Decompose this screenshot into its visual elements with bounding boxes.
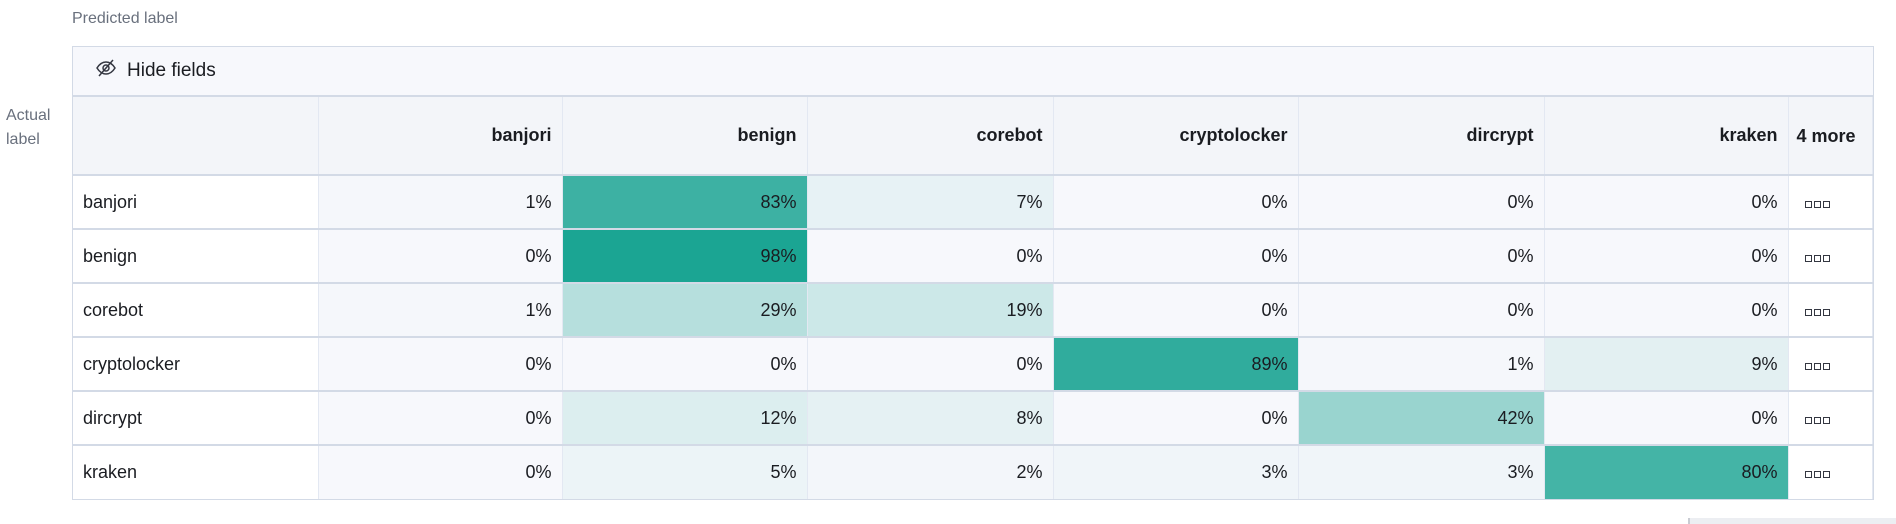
more-dots-icon [1804, 462, 1832, 482]
column-header[interactable]: corebot [807, 97, 1054, 176]
more-cell[interactable] [1788, 175, 1873, 230]
table-row: dircrypt 0% 12% 8% 0% 42% 0% [73, 391, 1873, 446]
row-label: kraken [73, 445, 319, 499]
matrix-cell[interactable]: 0% [1053, 175, 1299, 230]
matrix-cell[interactable]: 0% [1544, 283, 1789, 338]
grid-toolbar: Hide fields [73, 47, 1873, 97]
matrix-cell[interactable]: 8% [807, 391, 1054, 446]
matrix-cell[interactable]: 89% [1053, 337, 1299, 392]
more-cell[interactable] [1788, 283, 1873, 338]
column-header[interactable]: banjori [318, 97, 563, 176]
row-label: cryptolocker [73, 337, 319, 392]
more-dots-icon [1804, 246, 1832, 266]
matrix-cell[interactable]: 0% [1298, 175, 1545, 230]
eye-closed-icon [95, 57, 117, 85]
predicted-label-axis: Predicted label [72, 10, 178, 27]
matrix-cell[interactable]: 1% [318, 175, 563, 230]
matrix-cell[interactable]: 0% [562, 337, 808, 392]
matrix-cell[interactable]: 0% [318, 391, 563, 446]
corner-header [73, 97, 319, 176]
matrix-cell[interactable]: 1% [318, 283, 563, 338]
column-header[interactable]: kraken [1544, 97, 1789, 176]
matrix-cell[interactable]: 80% [1544, 445, 1789, 499]
matrix-cell[interactable]: 0% [1053, 229, 1299, 284]
matrix-table: banjori benign corebot cryptolocker dircrypt… [73, 97, 1873, 499]
matrix-cell[interactable]: 0% [1544, 175, 1789, 230]
more-cell[interactable] [1788, 445, 1873, 499]
row-label: dircrypt [73, 391, 319, 446]
table-row: corebot 1% 29% 19% 0% 0% 0% [73, 283, 1873, 338]
matrix-cell[interactable]: 19% [807, 283, 1054, 338]
matrix-cell[interactable]: 0% [1544, 391, 1789, 446]
row-label: benign [73, 229, 319, 284]
actual-label-axis: Actual label [6, 107, 51, 148]
matrix-cell[interactable]: 0% [1544, 229, 1789, 284]
matrix-cell[interactable]: 1% [1298, 337, 1545, 392]
more-dots-icon [1804, 408, 1832, 428]
more-cell[interactable] [1788, 391, 1873, 446]
table-row: banjori 1% 83% 7% 0% 0% 0% [73, 175, 1873, 230]
matrix-cell[interactable]: 0% [807, 337, 1054, 392]
matrix-cell[interactable]: 0% [807, 229, 1054, 284]
matrix-cell[interactable]: 12% [562, 391, 808, 446]
more-dots-icon [1804, 192, 1832, 212]
matrix-cell[interactable]: 5% [562, 445, 808, 499]
matrix-cell[interactable]: 0% [1298, 229, 1545, 284]
hide-fields-label: Hide fields [127, 60, 216, 81]
more-dots-icon [1804, 354, 1832, 374]
hide-fields-button[interactable]: Hide fields [95, 57, 216, 85]
more-dots-icon [1804, 300, 1832, 320]
row-label: corebot [73, 283, 319, 338]
matrix-cell[interactable]: 98% [562, 229, 808, 284]
matrix-cell[interactable]: 0% [318, 445, 563, 499]
matrix-cell[interactable]: 2% [807, 445, 1054, 499]
confusion-matrix-grid: Hide fields banjori benign corebot cryptolo… [72, 46, 1874, 500]
matrix-cell[interactable]: 0% [1053, 283, 1299, 338]
scrollbar-fragment [1688, 518, 1896, 524]
matrix-cell[interactable]: 0% [1298, 283, 1545, 338]
column-header[interactable]: dircrypt [1298, 97, 1545, 176]
more-cell[interactable] [1788, 337, 1873, 392]
matrix-cell[interactable]: 42% [1298, 391, 1545, 446]
more-cell[interactable] [1788, 229, 1873, 284]
matrix-cell[interactable]: 0% [318, 229, 563, 284]
matrix-cell[interactable]: 0% [318, 337, 563, 392]
more-columns-button[interactable]: 4 more [1788, 97, 1873, 176]
matrix-cell[interactable]: 7% [807, 175, 1054, 230]
matrix-cell[interactable]: 3% [1298, 445, 1545, 499]
matrix-cell[interactable]: 29% [562, 283, 808, 338]
matrix-cell[interactable]: 9% [1544, 337, 1789, 392]
matrix-cell[interactable]: 0% [1053, 391, 1299, 446]
table-row: kraken 0% 5% 2% 3% 3% 80% [73, 445, 1873, 499]
table-row: benign 0% 98% 0% 0% 0% 0% [73, 229, 1873, 284]
matrix-cell[interactable]: 83% [562, 175, 808, 230]
matrix-cell[interactable]: 3% [1053, 445, 1299, 499]
column-header[interactable]: benign [562, 97, 808, 176]
row-label: banjori [73, 175, 319, 230]
table-row: cryptolocker 0% 0% 0% 89% 1% 9% [73, 337, 1873, 392]
column-header[interactable]: cryptolocker [1053, 97, 1299, 176]
